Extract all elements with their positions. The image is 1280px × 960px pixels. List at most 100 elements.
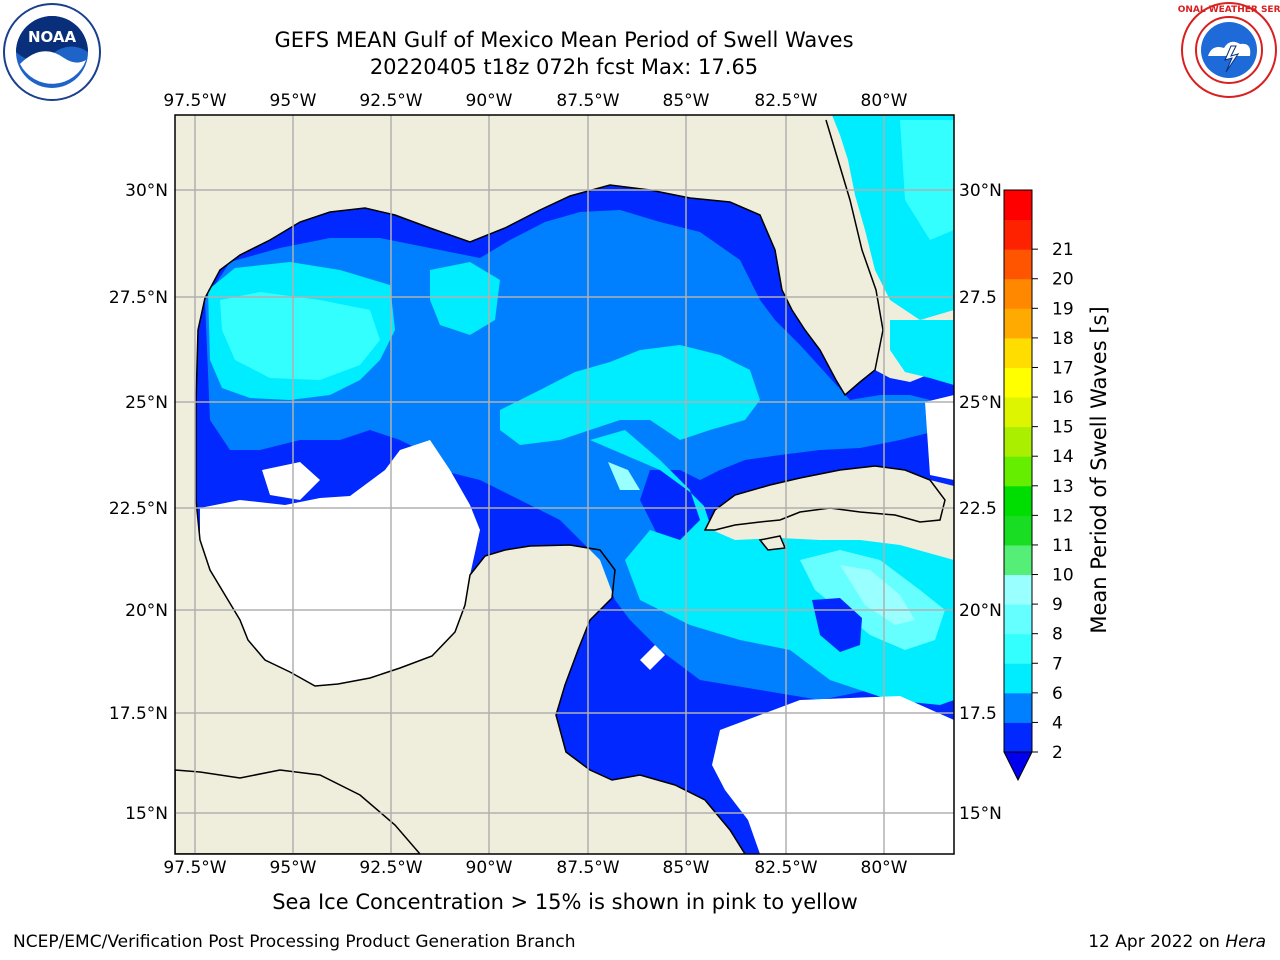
national-weather-service-logo-icon: NATIONAL WEATHER SERVICE xyxy=(1154,0,1280,100)
colorbar-outline xyxy=(1003,189,1033,753)
lon-label-top: 90°W xyxy=(466,91,513,111)
colorbar-tick-label: 18 xyxy=(1052,329,1074,349)
colorbar-segment xyxy=(1004,190,1032,221)
lon-label-bottom: 87.5°W xyxy=(556,858,619,878)
colorbar-segment xyxy=(1004,692,1032,723)
colorbar-tick-label: 10 xyxy=(1052,566,1074,586)
colorbar-label: Mean Period of Swell Waves [s] xyxy=(1087,306,1111,633)
colorbar-tick-label: 11 xyxy=(1052,536,1074,556)
colorbar-segment xyxy=(1004,515,1032,546)
map-frame xyxy=(174,114,955,855)
lat-label-left: 15°N xyxy=(125,804,168,824)
sea-ice-caption: Sea Ice Concentration > 15% is shown in … xyxy=(272,890,858,914)
lat-label-right: 27.5 xyxy=(959,288,997,308)
chart-title: GEFS MEAN Gulf of Mexico Mean Period of … xyxy=(274,28,854,52)
colorbar-segment xyxy=(1004,574,1032,605)
coastline-central-america xyxy=(175,769,421,854)
nws-ring-text: NATIONAL WEATHER SERVICE xyxy=(1178,5,1280,15)
swell-band-6s-yucatan xyxy=(590,430,954,705)
no-data-small-patch xyxy=(640,645,665,670)
lat-label-left: 27.5°N xyxy=(109,288,168,308)
colorbar-segment xyxy=(1004,485,1032,516)
lon-label-bottom: 95°W xyxy=(270,858,317,878)
lon-label-bottom: 97.5°W xyxy=(163,858,226,878)
colorbar-extend-arrow xyxy=(1003,751,1033,782)
colorbar-segment xyxy=(1004,397,1032,428)
lat-label-left: 30°N xyxy=(125,181,168,201)
colorbar-tick-label: 2 xyxy=(1052,743,1063,763)
footer-host: Hera xyxy=(1225,932,1266,952)
colorbar-segment xyxy=(1004,337,1032,368)
lon-label-bottom: 92.5°W xyxy=(359,858,422,878)
colorbar-tick-label: 20 xyxy=(1052,270,1074,290)
lon-label-bottom: 82.5°W xyxy=(754,858,817,878)
colorbar-tick-label: 7 xyxy=(1052,654,1063,674)
colorbar-tick-label: 9 xyxy=(1052,595,1063,615)
colorbar-segment xyxy=(1004,249,1032,280)
lon-label-bottom: 90°W xyxy=(466,858,513,878)
colorbar-tick-label: 4 xyxy=(1052,713,1063,733)
swell-band-6s-bahamas xyxy=(890,320,954,385)
chart-subtitle: 20220405 t18z 072h fcst Max: 17.65 xyxy=(369,55,759,79)
footer-timestamp: 12 Apr 2022 on Hera xyxy=(1088,932,1266,952)
colorbar-tick-label: 19 xyxy=(1052,299,1074,319)
lat-label-right: 30°N xyxy=(959,181,1002,201)
lat-label-right: 25°N xyxy=(959,393,1002,413)
colorbar-tick-label: 15 xyxy=(1052,418,1074,438)
colorbar-tick-label: 6 xyxy=(1052,684,1063,704)
colorbar-tick-label: 16 xyxy=(1052,388,1074,408)
lat-label-right: 17.5 xyxy=(959,704,997,724)
lat-label-left: 25°N xyxy=(125,393,168,413)
swell-band-7s-atlantic xyxy=(900,120,954,240)
colorbar-segment xyxy=(1004,367,1032,398)
lon-label-top: 82.5°W xyxy=(754,91,817,111)
no-data-west-patch xyxy=(262,462,320,500)
noaa-logo-text: NOAA xyxy=(28,28,77,46)
lon-label-top: 85°W xyxy=(663,91,710,111)
swell-band-6s-central xyxy=(500,345,760,445)
lat-label-left: 22.5°N xyxy=(109,499,168,519)
lat-label-left: 17.5°N xyxy=(109,704,168,724)
colorbar-segment xyxy=(1004,722,1032,753)
colorbar-segment xyxy=(1004,308,1032,339)
lat-label-right: 22.5 xyxy=(959,499,997,519)
lon-label-top: 92.5°W xyxy=(359,91,422,111)
colorbar-tick-label: 14 xyxy=(1052,447,1074,467)
coastline-hispaniola-jamaica xyxy=(758,535,787,551)
footer-date: 12 Apr 2022 on xyxy=(1088,932,1226,952)
no-data-east-patch xyxy=(925,395,954,480)
footer-producer: NCEP/EMC/Verification Post Processing Pr… xyxy=(13,932,576,952)
colorbar-tick-label: 13 xyxy=(1052,477,1074,497)
map-gridlines xyxy=(175,115,954,854)
colorbar-segment xyxy=(1004,426,1032,457)
lon-label-top: 97.5°W xyxy=(163,91,226,111)
colorbar-tick-label: 12 xyxy=(1052,506,1074,526)
coastline-mexico xyxy=(195,402,746,854)
lat-label-left: 20°N xyxy=(125,601,168,621)
no-data-caribbean-south xyxy=(712,696,954,854)
coastline-cuba xyxy=(703,465,946,531)
swell-band-6s-central-north xyxy=(430,262,500,335)
colorbar-segment xyxy=(1004,663,1032,694)
lon-label-top: 95°W xyxy=(270,91,317,111)
no-data-bay-of-campeche xyxy=(200,440,480,686)
colorbar-tick-label: 17 xyxy=(1052,358,1074,378)
colorbar-segment xyxy=(1004,604,1032,635)
swell-band-7s-west xyxy=(220,292,380,380)
swell-dark-eddy xyxy=(812,598,862,652)
coastline-gulf xyxy=(195,119,884,403)
lon-label-top: 87.5°W xyxy=(556,91,619,111)
colorbar-segment xyxy=(1004,633,1032,664)
colorbar-segment xyxy=(1004,544,1032,576)
lat-label-right: 20°N xyxy=(959,601,1002,621)
colorbar-tick-label: 8 xyxy=(1052,625,1063,645)
colorbar-tick-label: 21 xyxy=(1052,240,1074,260)
lat-label-right: 15°N xyxy=(959,804,1002,824)
lon-label-bottom: 80°W xyxy=(861,858,908,878)
colorbar: 2 4 6 7 8 9 10 11 12 13 14 15 16 17 18 19 20 21 xyxy=(1003,189,1074,782)
lon-label-bottom: 85°W xyxy=(663,858,710,878)
colorbar-segment xyxy=(1004,456,1032,487)
colorbar-segment xyxy=(1004,219,1032,250)
swell-band-9s-yucatan xyxy=(608,462,640,490)
